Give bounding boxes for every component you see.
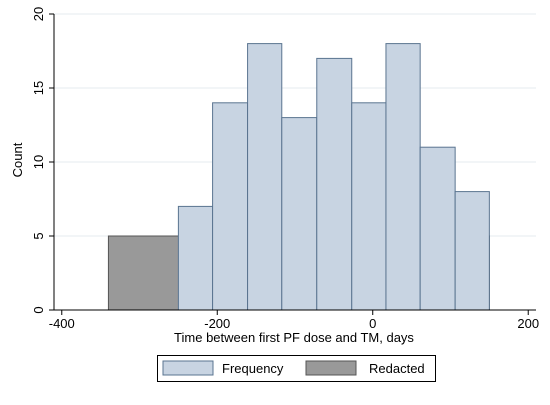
bar-frequency	[281, 117, 318, 311]
legend: Frequency Redacted	[157, 355, 436, 382]
legend-swatch-frequency	[162, 360, 214, 376]
bar-frequency	[419, 146, 456, 311]
y-axis-label: Count	[10, 142, 25, 177]
x-axis-label: Time between first PF dose and TM, days	[174, 330, 414, 345]
y-tick-label: 0	[31, 306, 46, 313]
y-tick-label: 10	[31, 155, 46, 169]
bar-frequency	[454, 191, 490, 311]
bar-frequency	[351, 102, 387, 311]
legend-label-redacted: Redacted	[369, 361, 425, 376]
bars	[107, 43, 490, 311]
bar-frequency	[247, 43, 283, 311]
bar-frequency	[385, 43, 421, 311]
x-tick-label: 0	[369, 316, 376, 331]
x-tick-label: -200	[204, 316, 230, 331]
y-tick-label: 20	[31, 7, 46, 21]
y-tick-label: 5	[31, 232, 46, 239]
x-tick-label: -400	[49, 316, 75, 331]
ticks: 0 5 10 15 20 -400 -200 0 200	[31, 7, 539, 331]
legend-swatch-redacted	[305, 360, 357, 376]
bar-frequency	[177, 205, 214, 311]
legend-label-frequency: Frequency	[222, 361, 284, 376]
bar-frequency	[316, 57, 353, 311]
x-tick-label: 200	[517, 316, 539, 331]
y-tick-label: 15	[31, 81, 46, 95]
bar-frequency	[212, 102, 249, 311]
